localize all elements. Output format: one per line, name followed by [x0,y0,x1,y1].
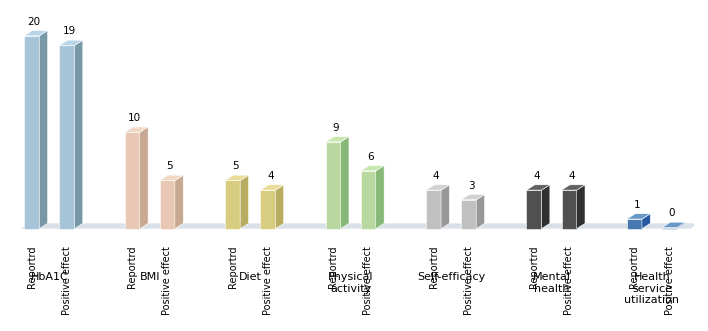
Polygon shape [677,222,685,229]
Polygon shape [59,45,74,229]
Text: 3: 3 [468,181,474,191]
Polygon shape [261,185,284,190]
Polygon shape [360,166,384,171]
Polygon shape [627,219,642,229]
Polygon shape [426,190,441,229]
Polygon shape [225,180,240,229]
Text: 20: 20 [28,17,41,27]
Text: Physical
activity: Physical activity [328,272,373,294]
Text: 4: 4 [569,171,575,181]
Polygon shape [662,227,677,229]
Polygon shape [476,194,484,229]
Text: 4: 4 [533,171,539,181]
Polygon shape [275,185,284,229]
Polygon shape [139,127,148,229]
Polygon shape [326,142,341,229]
Polygon shape [627,214,651,219]
Polygon shape [527,185,550,190]
Polygon shape [642,214,651,229]
Polygon shape [527,190,542,229]
Text: Health
service
utilization: Health service utilization [624,272,680,305]
Polygon shape [21,223,699,229]
Polygon shape [39,30,47,229]
Polygon shape [125,132,139,229]
Polygon shape [225,175,249,180]
Polygon shape [376,166,384,229]
Text: 0: 0 [669,208,675,218]
Text: BMI: BMI [139,272,160,282]
Polygon shape [461,200,476,229]
Text: 9: 9 [332,123,339,133]
Polygon shape [360,171,376,229]
Polygon shape [160,180,175,229]
Polygon shape [561,190,576,229]
Polygon shape [341,137,349,229]
Polygon shape [59,40,83,45]
Polygon shape [441,185,450,229]
Polygon shape [326,137,349,142]
Polygon shape [24,30,47,36]
Text: 19: 19 [63,26,76,36]
Text: 4: 4 [433,171,440,181]
Polygon shape [261,190,275,229]
Text: Mental
health: Mental health [532,272,571,294]
Text: 4: 4 [267,171,273,181]
Polygon shape [175,175,183,229]
Text: Self-efficacy: Self-efficacy [417,272,485,282]
Polygon shape [662,222,685,227]
Polygon shape [426,185,450,190]
Text: 6: 6 [367,152,374,162]
Polygon shape [125,127,148,132]
Text: 5: 5 [166,161,173,171]
Text: HbA1C: HbA1C [30,272,68,282]
Polygon shape [576,185,585,229]
Polygon shape [561,185,585,190]
Text: 10: 10 [128,113,142,123]
Polygon shape [160,175,183,180]
Polygon shape [74,40,83,229]
Text: 5: 5 [232,161,239,171]
Polygon shape [542,185,550,229]
Polygon shape [240,175,249,229]
Text: Diet: Diet [239,272,262,282]
Polygon shape [461,194,484,200]
Text: 1: 1 [634,200,640,210]
Polygon shape [24,36,39,229]
